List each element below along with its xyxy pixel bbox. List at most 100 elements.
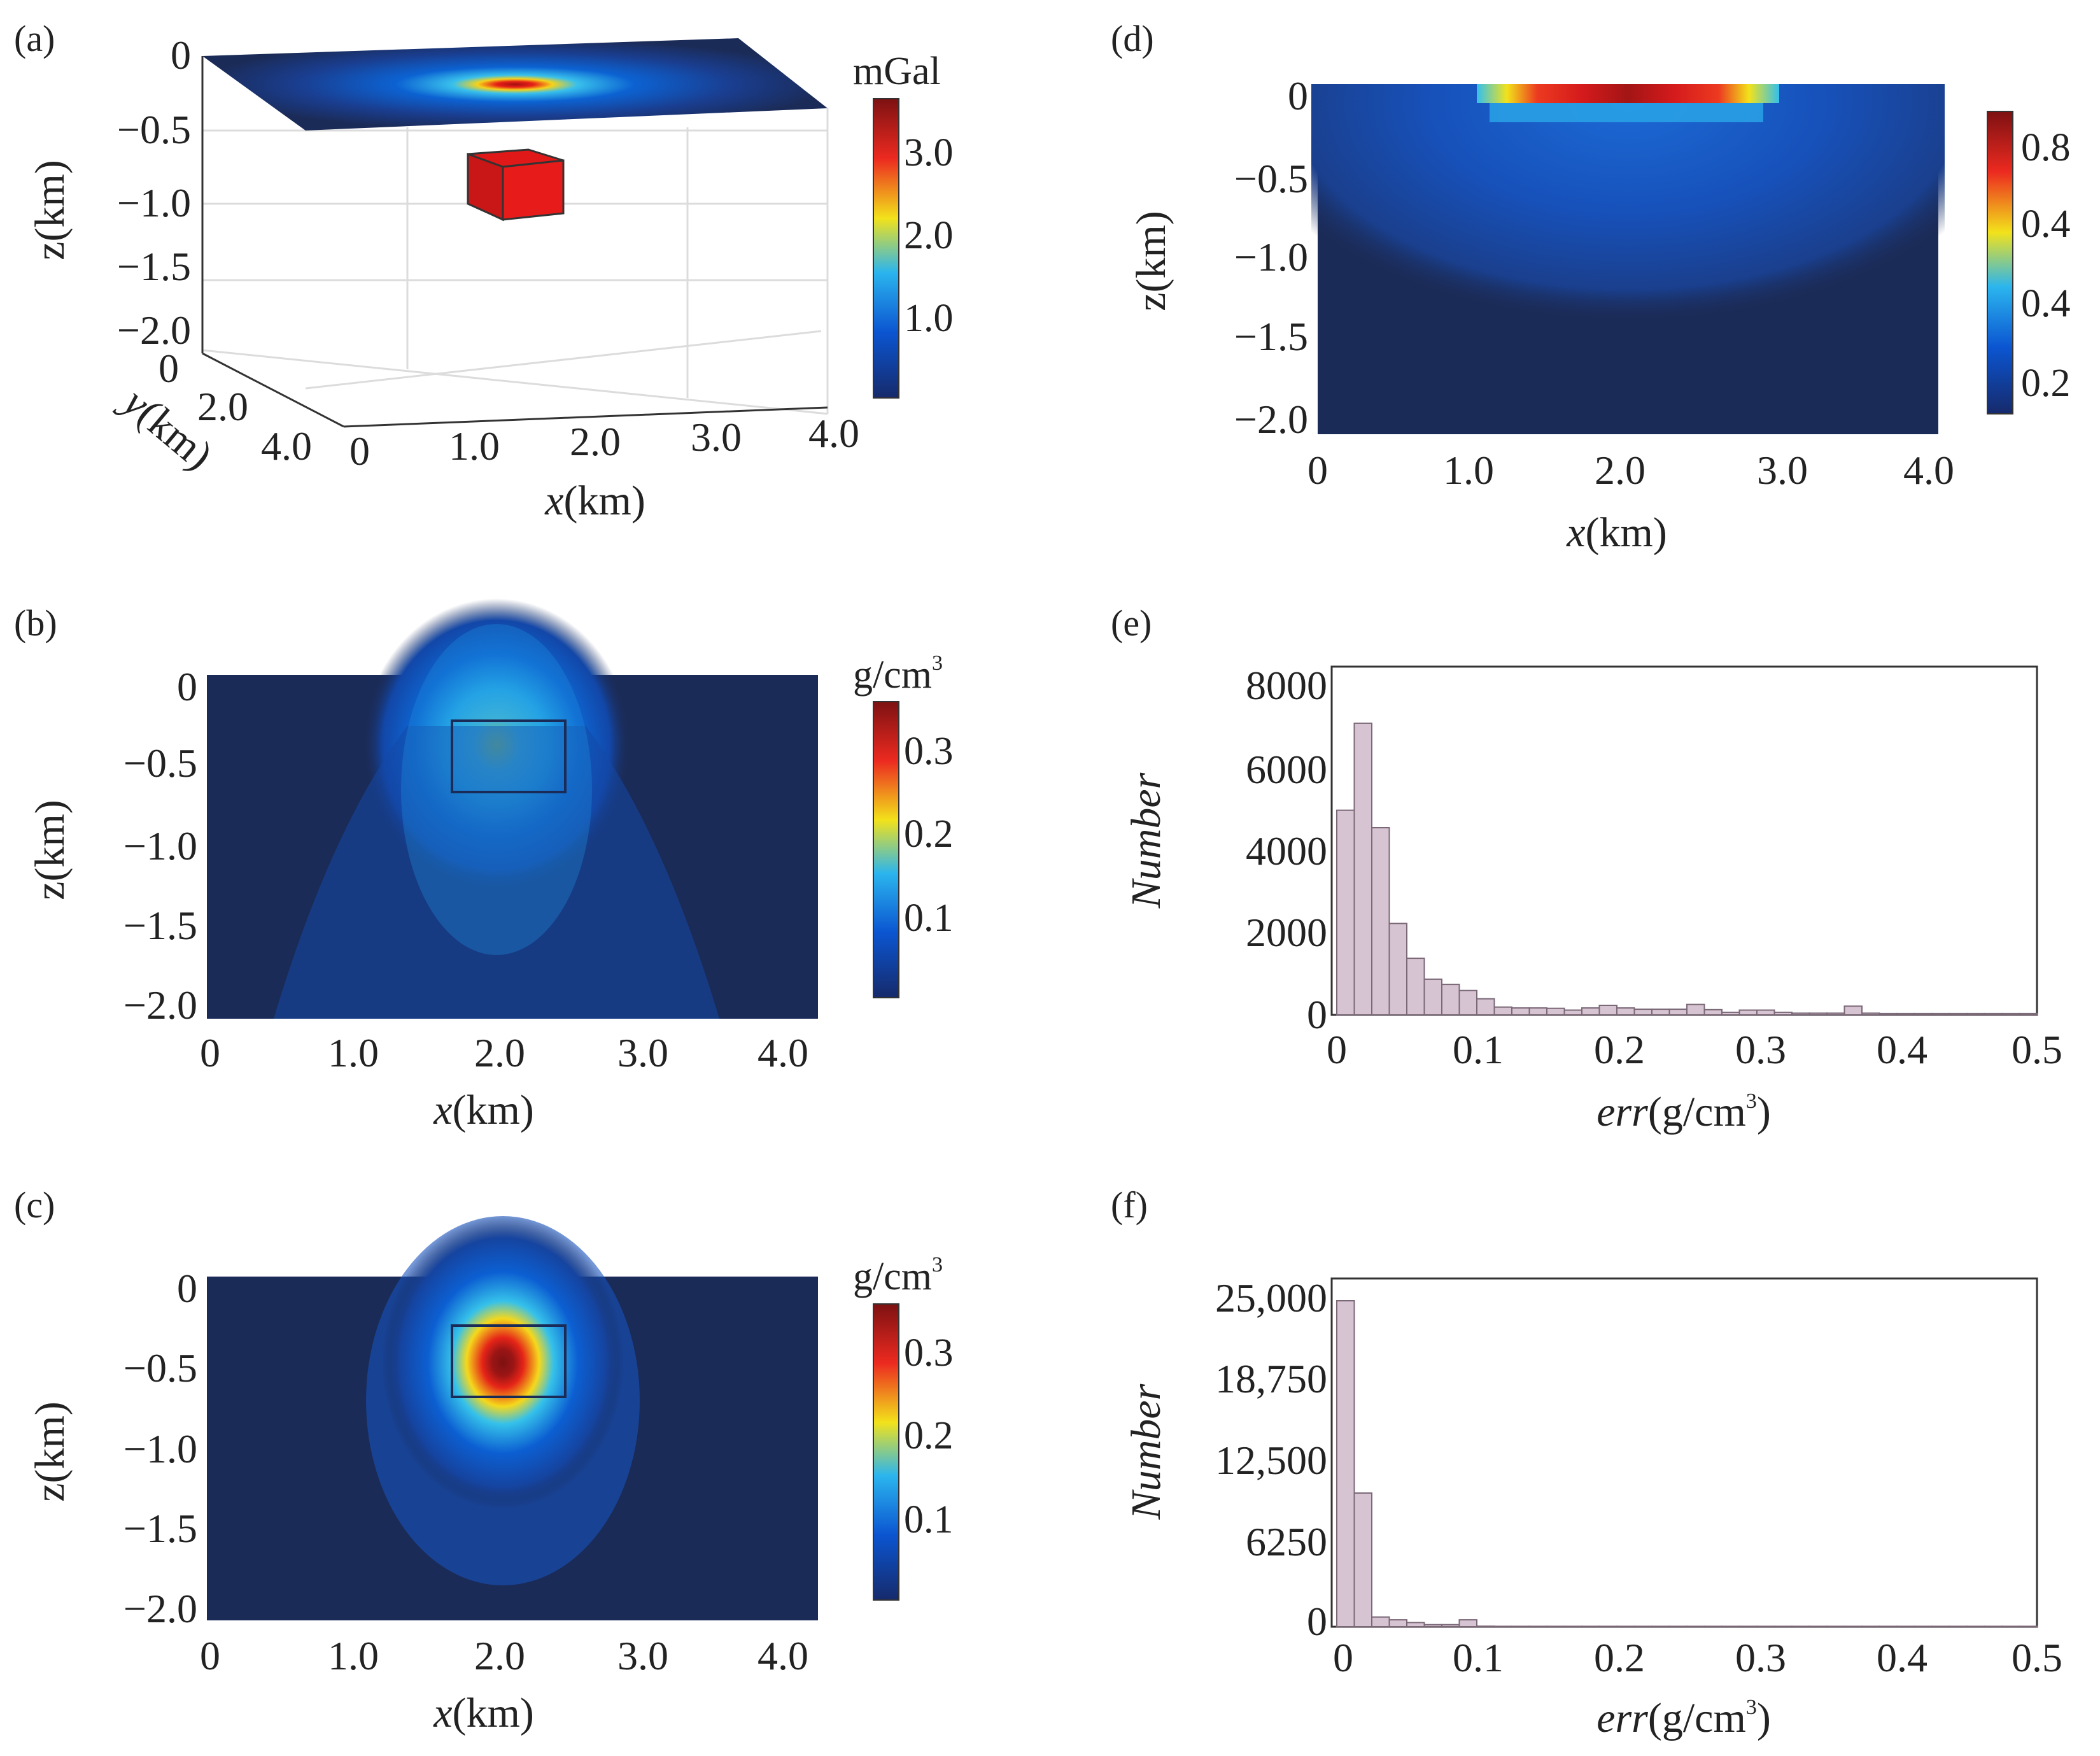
panel-d-ytick: −2.0 [1234, 397, 1308, 442]
panel-e-bar [1703, 1009, 1723, 1016]
panel-f-bar [1371, 1616, 1390, 1627]
panel-d-xtick: 2.0 [1595, 448, 1645, 493]
panel-b-xtick: 3.0 [617, 1030, 668, 1075]
panel-e-bar [1738, 1009, 1758, 1016]
panel-c-colorbar-tick: 0.1 [904, 1498, 954, 1541]
panel-f-bar [1878, 1625, 1898, 1628]
panel-c-core-anomaly [382, 1216, 624, 1509]
panel-f-bar [1563, 1625, 1582, 1628]
panel-f-bar [1388, 1619, 1407, 1628]
panel-e-bar [1791, 1012, 1810, 1016]
panel-a-xtick: 2.0 [570, 419, 621, 464]
panel-e-bar [1966, 1012, 1985, 1016]
panel-e-ytick: 6000 [1246, 747, 1327, 792]
panel-e-frame [1330, 665, 2038, 1016]
panel-e-xtick: 0.3 [1735, 1027, 1786, 1072]
panel-e-bar [1913, 1012, 1933, 1016]
panel-d-colorbar-tick: 0.8 [2021, 126, 2071, 169]
panel-d-heatmap: 0 −0.5 −1.0 −1.5 −2.0 z(km) 0 1.0 2.0 3.… [1128, 73, 2071, 556]
panel-f-xlabel-close: ) [1757, 1695, 1771, 1741]
panel-d-colorbar-tick: 0.4 [2021, 202, 2071, 246]
panel-d-surface-band [1477, 84, 1779, 103]
panel-f-ytick: 12,500 [1215, 1438, 1327, 1483]
panel-a-xtick: 4.0 [808, 411, 859, 456]
panel-f-bar [1616, 1625, 1635, 1628]
panel-f-bar [1686, 1625, 1705, 1628]
panel-b-ytick: 0 [177, 664, 197, 709]
panel-b-ytick: −1.5 [123, 903, 197, 948]
panel-e-bar [1843, 1005, 1863, 1016]
panel-f-xtick: 0 [1333, 1635, 1353, 1680]
panel-f-ytick: 18,750 [1215, 1356, 1327, 1401]
panel-c-model-box [451, 1324, 567, 1398]
panel-e-xtick: 0.5 [2012, 1027, 2062, 1072]
panel-d-colorbar [1987, 111, 2013, 414]
panel-c-xtick: 3.0 [617, 1633, 668, 1678]
panel-c-ytick: −1.0 [123, 1426, 197, 1471]
panel-f-bar [1598, 1625, 1617, 1628]
panel-d-field [1311, 84, 1945, 441]
panel-f-bar [1423, 1624, 1442, 1627]
panel-f-bar [1476, 1625, 1495, 1628]
panel-e-ytick: 8000 [1246, 663, 1327, 708]
panel-d-shallow-band [1490, 103, 1763, 122]
panel-f-bar [1738, 1625, 1758, 1628]
panel-a-xlabel: x(km) [544, 478, 645, 524]
panel-c-xlabel: x(km) [433, 1690, 534, 1736]
panel-b-plume-inner [401, 624, 592, 955]
panel-a-xlabel-var: x [544, 478, 563, 524]
panel-e-bar [1686, 1003, 1705, 1016]
panel-f-bar [1633, 1625, 1653, 1628]
panel-a-ztick: −2.0 [117, 308, 191, 353]
panel-f-bar [1441, 1624, 1460, 1627]
panel-e-bar [1616, 1007, 1635, 1016]
panel-a-ztick: 0 [171, 32, 191, 78]
panel-f-bar [1703, 1625, 1723, 1628]
panel-label-a: (a) [14, 18, 55, 59]
panel-f-bar [1493, 1625, 1512, 1628]
panel-b-xlabel-unit: (km) [453, 1087, 534, 1133]
panel-e-bar [1808, 1012, 1828, 1016]
panel-a-xtick: 3.0 [691, 414, 742, 460]
panel-a-ytick: 4.0 [261, 423, 312, 469]
panel-e-bar [1563, 1009, 1582, 1016]
panel-a-3d-plot: 0 −0.5 −1.0 −1.5 −2.0 z(km) 0 2.0 4.0 y(… [27, 32, 954, 524]
panel-e-bar [1651, 1009, 1670, 1016]
panel-e-bar [1441, 984, 1460, 1016]
panel-e-xlabel: err(g/cm3) [1596, 1089, 1771, 1135]
panel-d-colorbar-tick: 0.2 [2021, 362, 2071, 405]
panel-e-xtick: 0.4 [1877, 1027, 1927, 1072]
panel-d-xtick: 4.0 [1903, 448, 1954, 493]
panel-f-bar [1808, 1625, 1828, 1628]
panel-a-zlabel: z(km) [27, 160, 73, 260]
prism-body [467, 148, 565, 222]
panel-c-xtick: 0 [200, 1633, 220, 1678]
panel-e-bar [2019, 1012, 2038, 1016]
panel-a-ytick: 2.0 [197, 384, 248, 429]
panel-e-bar [1668, 1009, 1688, 1016]
panel-c-colorbar-tick: 0.3 [904, 1331, 954, 1375]
panel-a-colorbar [873, 98, 899, 399]
panel-e-bar [1476, 998, 1495, 1016]
panel-e-ylabel: Number [1123, 772, 1169, 909]
panel-b-xtick: 1.0 [328, 1030, 379, 1075]
panel-label-e: (e) [1111, 602, 1152, 644]
panel-b-ylabel: z(km) [27, 800, 73, 900]
panel-e-xlabel-var: err [1596, 1089, 1648, 1135]
panel-f-xtick: 0.1 [1453, 1635, 1504, 1680]
panel-c-ytick: −0.5 [123, 1345, 197, 1391]
panel-a-xlabel-unit: (km) [564, 478, 645, 524]
panel-f-bar [1406, 1622, 1425, 1627]
panel-a-colorbar-tick: 1.0 [904, 297, 954, 340]
panel-a-ztick: −0.5 [117, 107, 191, 152]
panel-e-bar [1984, 1012, 2003, 1016]
panel-e-bar [1336, 809, 1355, 1016]
panel-e-bar [1878, 1012, 1898, 1016]
panel-f-bar [1668, 1625, 1688, 1628]
panel-f-bar [1843, 1625, 1863, 1628]
panel-f-bar [1353, 1492, 1372, 1627]
panel-e-bar [2001, 1012, 2020, 1016]
panel-e-xlabel-close: ) [1757, 1089, 1771, 1135]
panel-f-ytick: 0 [1307, 1599, 1327, 1644]
